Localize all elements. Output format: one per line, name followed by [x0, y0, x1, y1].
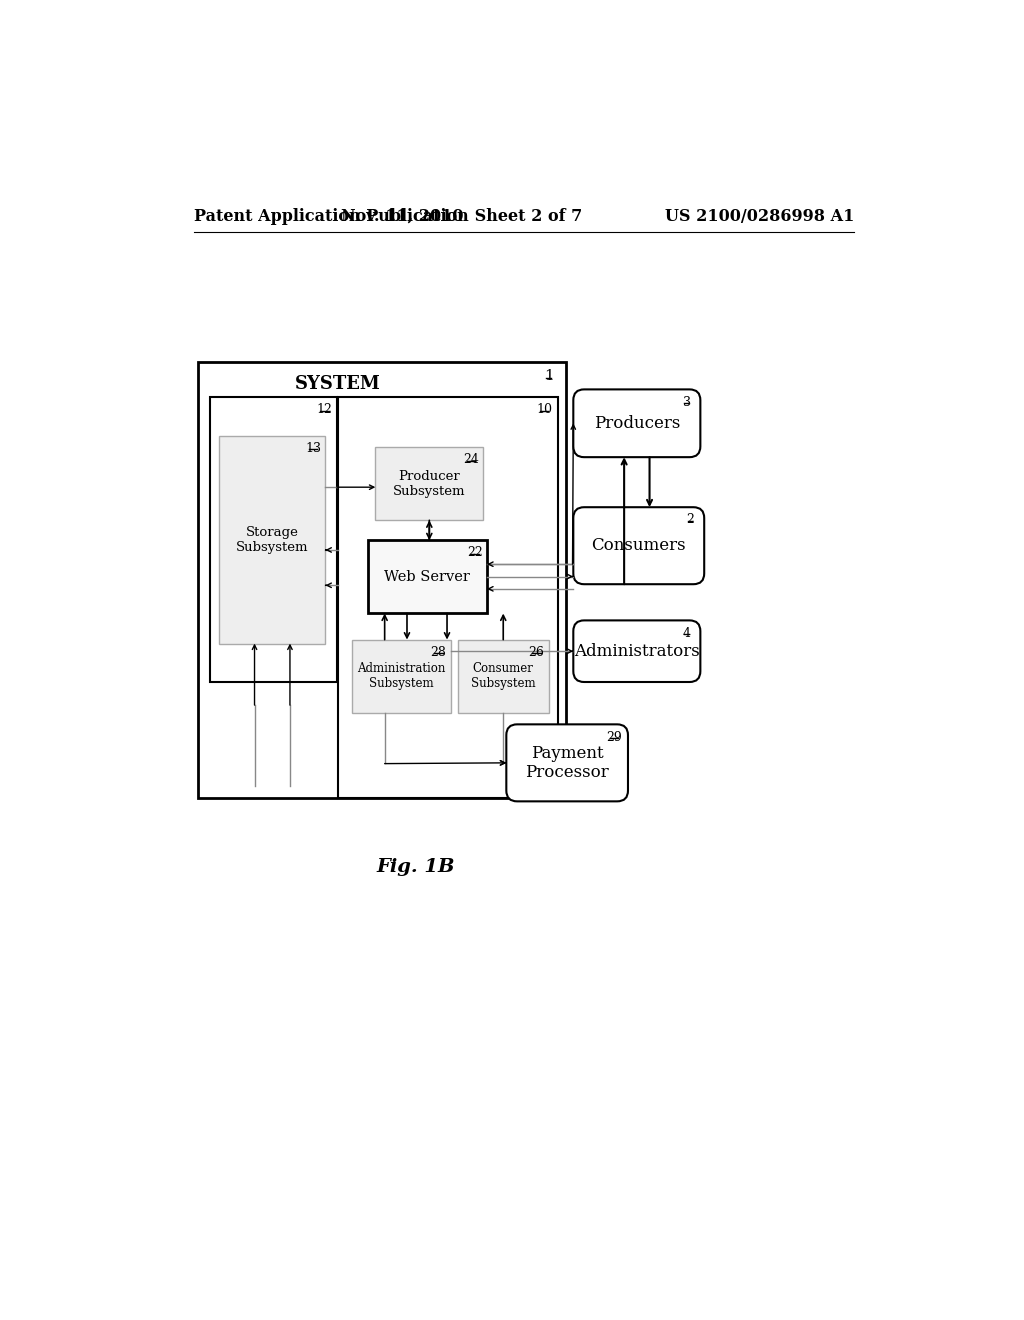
Bar: [219, 436, 326, 644]
Text: 2: 2: [686, 513, 694, 527]
Text: Web Server: Web Server: [384, 570, 470, 583]
Text: 28: 28: [431, 645, 446, 659]
Text: Fig. 1B: Fig. 1B: [376, 858, 455, 875]
Bar: [339, 397, 558, 797]
Text: Consumer
Subsystem: Consumer Subsystem: [471, 663, 536, 690]
Text: Producer
Subsystem: Producer Subsystem: [393, 470, 466, 498]
Text: 4: 4: [683, 627, 690, 640]
FancyBboxPatch shape: [573, 620, 700, 682]
Text: Consumers: Consumers: [592, 537, 686, 554]
FancyBboxPatch shape: [506, 725, 628, 801]
Text: Patent Application Publication: Patent Application Publication: [194, 207, 468, 224]
Bar: [376, 447, 483, 520]
Text: Nov. 11, 2010  Sheet 2 of 7: Nov. 11, 2010 Sheet 2 of 7: [341, 207, 583, 224]
Text: 12: 12: [316, 404, 333, 416]
Text: Producers: Producers: [594, 414, 680, 432]
Text: SYSTEM: SYSTEM: [295, 375, 381, 393]
Text: 22: 22: [467, 546, 482, 560]
Text: 13: 13: [305, 442, 322, 455]
Bar: [458, 640, 549, 713]
FancyBboxPatch shape: [573, 507, 705, 585]
Bar: [210, 397, 337, 682]
Text: 3: 3: [683, 396, 690, 409]
Text: Administration
Subsystem: Administration Subsystem: [357, 663, 445, 690]
Text: Administrators: Administrators: [574, 643, 699, 660]
Text: US 2100/0286998 A1: US 2100/0286998 A1: [665, 207, 854, 224]
Text: 1: 1: [544, 368, 554, 383]
FancyBboxPatch shape: [573, 389, 700, 457]
Text: Payment
Processor: Payment Processor: [525, 744, 609, 781]
Text: 29: 29: [606, 730, 622, 743]
Bar: [199, 363, 565, 797]
Bar: [368, 540, 487, 614]
Text: 26: 26: [528, 645, 545, 659]
Text: Storage
Subsystem: Storage Subsystem: [236, 525, 308, 553]
Text: 24: 24: [463, 453, 479, 466]
Text: 10: 10: [536, 404, 552, 416]
Bar: [352, 640, 451, 713]
